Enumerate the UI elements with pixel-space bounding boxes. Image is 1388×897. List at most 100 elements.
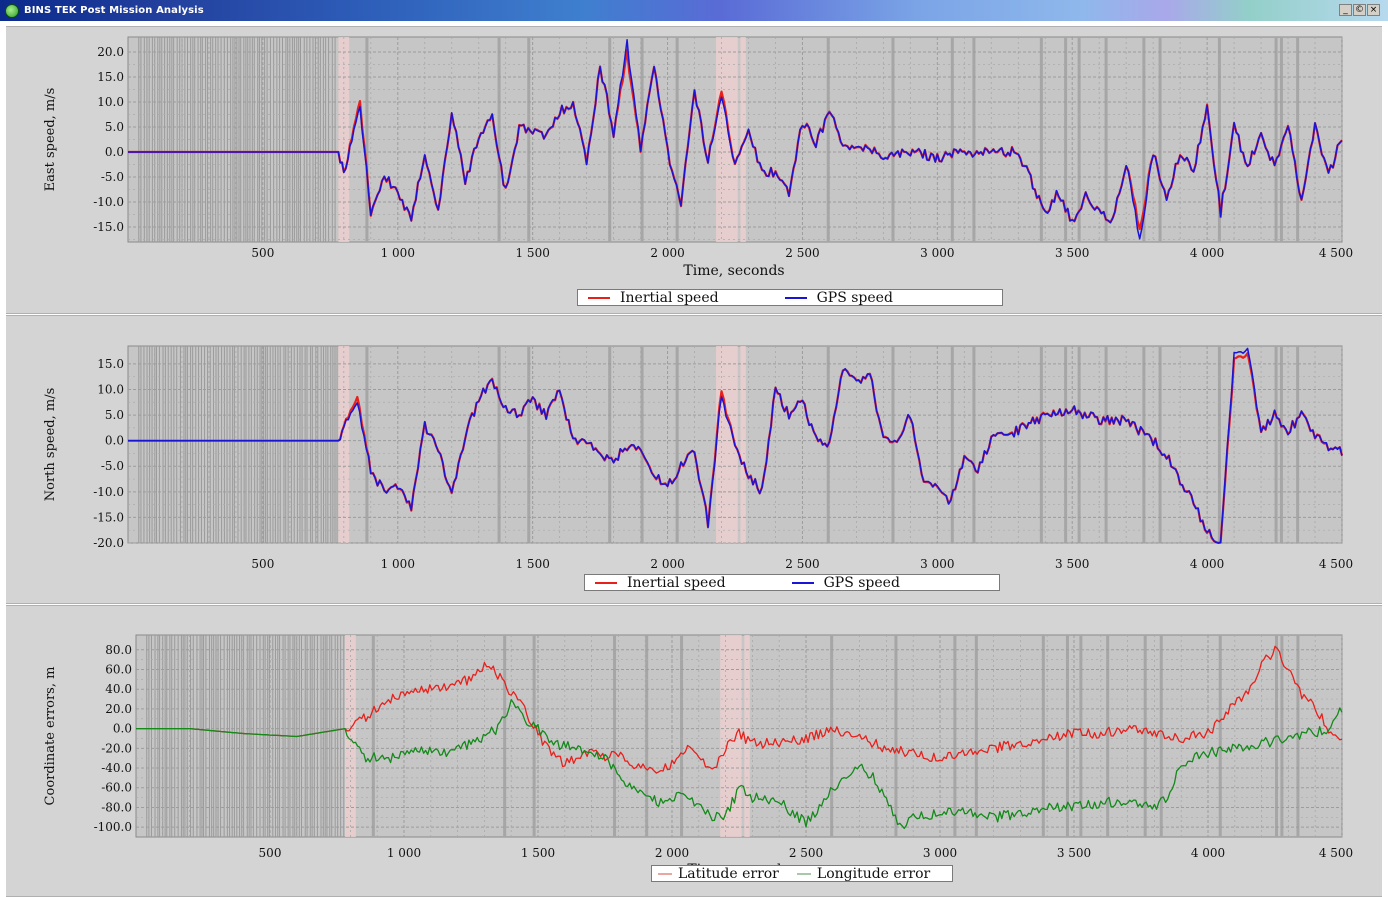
x-tick-label: 1 000	[381, 557, 415, 571]
legend-swatch-inertial	[588, 296, 610, 299]
outage-band	[640, 346, 644, 543]
outage-band	[1077, 346, 1081, 543]
x-tick-label: 500	[251, 246, 274, 260]
outage-band	[1159, 635, 1163, 837]
y-tick-label: -15.0	[93, 510, 124, 524]
outage-band	[1065, 635, 1069, 837]
y-tick-labels: 20.0 15.0 10.0 5.0 0.0 -5.0 -10.0 -15.0	[93, 45, 124, 234]
close-button[interactable]: ×	[1367, 4, 1380, 16]
outage-band	[1279, 37, 1283, 242]
legend-label-longitude: Longitude error	[816, 865, 931, 882]
outage-band	[1064, 346, 1068, 543]
y-tick-label: 20.0	[97, 45, 124, 59]
legend-label-inertial: Inertial speed	[627, 574, 726, 591]
y-tick-label: 10.0	[97, 382, 124, 396]
series-line-b	[128, 347, 1343, 544]
x-tick-label: 1 000	[381, 246, 415, 260]
x-tick-label: 2 000	[655, 846, 689, 860]
outage-band	[532, 635, 536, 837]
outage-band	[497, 346, 501, 543]
y-tick-label: 0.0	[105, 434, 124, 448]
legend-label-gps: GPS speed	[816, 289, 893, 306]
y-tick-label: -60.0	[101, 781, 132, 795]
legend-label-inertial: Inertial speed	[620, 289, 719, 306]
outage-band	[1106, 635, 1110, 837]
x-tick-label: 3 000	[920, 557, 954, 571]
window-controls: _ © ×	[1339, 4, 1380, 16]
minimize-button[interactable]: _	[1339, 4, 1352, 16]
outage-band	[1158, 37, 1162, 242]
highlight-zone	[744, 635, 750, 837]
window-title: BINS TEK Post Mission Analysis	[24, 5, 204, 16]
outage-band	[1142, 346, 1146, 543]
grid	[128, 346, 1343, 544]
legend-item-inertial: Inertial speed	[578, 290, 719, 306]
y-tick-labels: 80.0 60.0 40.0 20.0 0.0 -20.0 -40.0 -60.0 -80.0 -…	[94, 643, 132, 834]
y-tick-label: -20.0	[93, 536, 124, 550]
north-speed-legend: Inertial speed GPS speed	[584, 574, 1000, 591]
x-tick-label: 1 500	[515, 246, 549, 260]
legend-swatch-longitude	[796, 872, 811, 875]
y-tick-label: 10.0	[97, 95, 124, 109]
outage-band	[830, 635, 834, 837]
coordinate-errors-chart[interactable]: 80.0 60.0 40.0 20.0 0.0 -20.0 -40.0 -60.0 -80.0 -…	[6, 606, 1382, 896]
north-speed-chart[interactable]: 15.0 10.0 5.0 0.0 -5.0 -10.0 -15.0 -20.0 500 1 00…	[6, 316, 1382, 603]
outage-band	[950, 346, 954, 543]
outage-band	[1041, 635, 1045, 837]
outage-band	[675, 346, 679, 543]
x-tick-label: 500	[259, 846, 282, 860]
series-line-b	[128, 38, 1343, 240]
y-tick-label: -15.0	[93, 220, 124, 234]
legend-label-gps: GPS speed	[823, 574, 900, 591]
outage-band	[371, 635, 375, 837]
title-bar[interactable]: BINS TEK Post Mission Analysis _ © ×	[0, 0, 1388, 21]
outage-band	[527, 346, 531, 543]
x-tick-label: 3 000	[923, 846, 957, 860]
outage-band	[365, 37, 369, 242]
x-tick-label: 3 500	[1055, 246, 1089, 260]
y-tick-label: 80.0	[105, 643, 132, 657]
x-tick-labels: 500 1 000 1 500 2 000 2 500 3 000 3 500 4 000 4 …	[251, 557, 1353, 571]
y-axis-label: East speed, m/s	[43, 88, 58, 192]
coordinate-errors-panel: 80.0 60.0 40.0 20.0 0.0 -20.0 -40.0 -60.0 -80.0 -…	[6, 605, 1382, 897]
outage-band	[503, 635, 507, 837]
x-tick-label: 4 500	[1319, 846, 1353, 860]
y-tick-label: -80.0	[101, 800, 132, 814]
north-speed-panel: 15.0 10.0 5.0 0.0 -5.0 -10.0 -15.0 -20.0 500 1 00…	[6, 315, 1382, 604]
outage-band	[1218, 635, 1222, 837]
x-tick-label: 2 500	[789, 846, 823, 860]
y-tick-label: 0.0	[105, 145, 124, 159]
outage-band	[1274, 346, 1278, 543]
outage-band	[972, 346, 976, 543]
outage-band	[1104, 37, 1108, 242]
x-tick-label: 3 500	[1055, 557, 1089, 571]
x-tick-label: 1 000	[387, 846, 421, 860]
outage-band	[1064, 37, 1068, 242]
x-tick-labels: 500 1 000 1 500 2 000 2 500 3 000 3 500 4 000 4 …	[259, 846, 1354, 860]
y-tick-label: -10.0	[93, 195, 124, 209]
restore-button[interactable]: ©	[1353, 4, 1366, 16]
outage-band	[953, 635, 957, 837]
coordinate-errors-legend: Latitude error Longitude error	[651, 865, 953, 882]
outage-band	[613, 635, 617, 837]
legend-label-latitude: Latitude error	[678, 865, 779, 882]
y-tick-label: 5.0	[105, 408, 124, 422]
legend-swatch-gps	[784, 296, 807, 299]
outage-band	[1280, 635, 1284, 837]
outage-band	[894, 635, 898, 837]
x-tick-label: 500	[251, 557, 274, 571]
y-axis-label: Coordinate errors, m	[43, 667, 58, 806]
x-tick-label: 2 000	[650, 246, 684, 260]
y-tick-label: -20.0	[101, 741, 132, 755]
outage-stripes	[138, 346, 1300, 543]
outage-band	[1079, 635, 1083, 837]
legend-item-gps: GPS speed	[782, 575, 900, 591]
series-line-b	[136, 698, 1343, 830]
y-axis-label: North speed, m/s	[43, 388, 58, 502]
y-tick-label: 15.0	[97, 357, 124, 371]
east-speed-chart[interactable]: 20.0 15.0 10.0 5.0 0.0 -5.0 -10.0 -15.0 500 1 000…	[6, 27, 1382, 313]
legend-item-longitude: Longitude error	[796, 865, 931, 882]
outage-band	[680, 635, 684, 837]
x-tick-label: 1 500	[521, 846, 555, 860]
app-icon	[5, 3, 19, 18]
